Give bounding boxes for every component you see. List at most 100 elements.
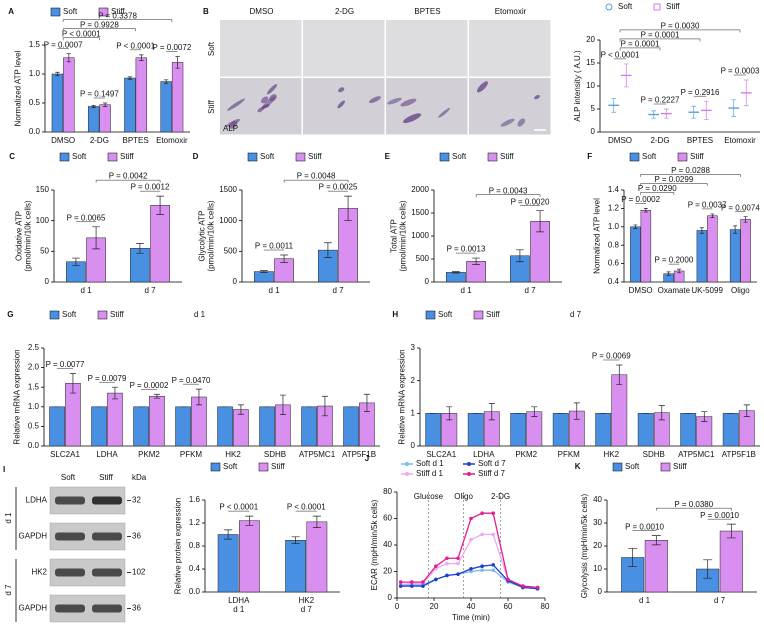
lane-label: Stiff bbox=[99, 473, 113, 482]
y-tick-label: 0 bbox=[591, 127, 596, 136]
bar bbox=[729, 229, 741, 283]
legend-label: Soft bbox=[438, 310, 453, 319]
p-value: P = 0.0299 bbox=[654, 175, 693, 184]
error-bar bbox=[163, 79, 169, 84]
legend-marker bbox=[677, 152, 688, 162]
y-tick-label: 1.2 bbox=[189, 518, 201, 527]
legend-label: Stiff bbox=[271, 462, 285, 471]
x-tick-sublabel: d 7 bbox=[301, 605, 313, 614]
y-tick-label: 1.0 bbox=[608, 222, 620, 231]
column-label: Etomoxir bbox=[495, 7, 527, 16]
y-tick-label: 40 bbox=[383, 540, 392, 549]
error-bar bbox=[743, 404, 750, 417]
p-value: P = 0.0042 bbox=[109, 172, 148, 181]
error-bar bbox=[531, 406, 538, 417]
p-value: P < 0.0001 bbox=[62, 29, 101, 38]
data-point bbox=[434, 564, 438, 568]
p-value: P = 0.2227 bbox=[641, 96, 680, 105]
data-point bbox=[456, 561, 460, 566]
y-axis-label: Relative mRNA expression bbox=[398, 349, 407, 444]
stained-cell bbox=[500, 118, 515, 127]
error-bar bbox=[237, 404, 244, 415]
error-bar bbox=[628, 547, 638, 568]
data-point bbox=[469, 567, 473, 571]
blot-band bbox=[92, 532, 122, 541]
data-point bbox=[456, 572, 460, 576]
y-tick-label: 1.0 bbox=[28, 402, 40, 411]
y-axis-label: Normalized ATP level bbox=[13, 50, 22, 126]
unit-label: kDa bbox=[132, 473, 147, 482]
x-tick-label: 2-DG bbox=[650, 136, 669, 145]
error-bar bbox=[92, 226, 100, 250]
stained-cell bbox=[261, 96, 276, 110]
legend-marker bbox=[660, 462, 671, 472]
error-bar bbox=[111, 386, 118, 400]
panel-label: F bbox=[587, 152, 592, 161]
p-value: P < 0.0001 bbox=[116, 41, 155, 50]
legend-label: Stiff bbox=[673, 462, 687, 471]
p-value: P = 0.0069 bbox=[592, 352, 631, 361]
p-value: P = 0.0007 bbox=[44, 40, 83, 49]
bar bbox=[640, 209, 652, 283]
p-value: P = 0.0037 bbox=[688, 201, 727, 210]
micrograph-tile bbox=[386, 78, 468, 135]
y-tick-label: 500 bbox=[416, 254, 430, 263]
p-value: P < 0.0001 bbox=[601, 51, 640, 60]
bar bbox=[301, 406, 317, 447]
error-bar bbox=[224, 529, 233, 540]
error-bar bbox=[344, 195, 352, 222]
y-tick-label: 2000 bbox=[411, 185, 429, 194]
data-point bbox=[480, 564, 484, 568]
comparison-bracket bbox=[640, 174, 741, 177]
error-bar bbox=[651, 535, 661, 546]
column-label: DMSO bbox=[250, 7, 274, 16]
protein-label: GAPDH bbox=[19, 604, 48, 613]
data-point bbox=[398, 584, 403, 588]
error-bar bbox=[703, 559, 713, 579]
p-value: P = 0.0077 bbox=[46, 360, 85, 369]
x-tick-label: SLC2A1 bbox=[50, 450, 80, 459]
y-tick-label: 2.5 bbox=[28, 343, 40, 352]
bar bbox=[740, 219, 751, 283]
bar bbox=[719, 530, 743, 593]
bar bbox=[680, 413, 697, 447]
y-axis-label: Glycolysis (mpH/min/5k cells) bbox=[580, 493, 589, 598]
x-tick-label: Etomoxir bbox=[724, 136, 756, 145]
x-tick-label: ATP5MC1 bbox=[299, 450, 336, 459]
event-label: Glucose bbox=[414, 492, 444, 501]
bar bbox=[285, 540, 306, 593]
micrograph-tile bbox=[469, 20, 551, 77]
panel-label: B bbox=[203, 7, 209, 16]
series-line bbox=[400, 564, 538, 590]
marker-size: 102 bbox=[132, 568, 146, 577]
data-point bbox=[535, 585, 540, 590]
subtitle: d 1 bbox=[194, 310, 206, 319]
y-tick-label: 0.8 bbox=[608, 240, 620, 249]
data-point bbox=[491, 563, 496, 567]
stained-cell bbox=[477, 81, 488, 93]
error-bar bbox=[91, 104, 96, 108]
panel-label: G bbox=[7, 310, 13, 319]
y-tick-label: 1.4 bbox=[608, 185, 620, 194]
x-tick-label: ATP5F1B bbox=[722, 450, 756, 459]
y-tick-label: 30 bbox=[593, 518, 602, 527]
stained-cell bbox=[517, 118, 526, 127]
group-label: d 7 bbox=[4, 584, 13, 596]
blot-band bbox=[55, 604, 85, 613]
y-tick-label: 0 bbox=[45, 277, 50, 286]
comparison-bracket bbox=[640, 192, 675, 195]
error-bar bbox=[488, 403, 495, 421]
data-point bbox=[410, 584, 414, 588]
blot-band bbox=[92, 496, 122, 505]
y-tick-label: 0 bbox=[425, 277, 430, 286]
error-bar bbox=[663, 108, 669, 119]
legend-label: Stiff bbox=[111, 7, 125, 16]
legend-marker bbox=[210, 462, 221, 472]
bar bbox=[135, 57, 148, 133]
y-tick-label: 1500 bbox=[411, 208, 429, 217]
panel-label: H bbox=[392, 310, 398, 319]
p-value: P = 0.0020 bbox=[511, 197, 550, 206]
y-tick-label: 80 bbox=[383, 487, 392, 496]
stained-cell bbox=[337, 100, 345, 109]
